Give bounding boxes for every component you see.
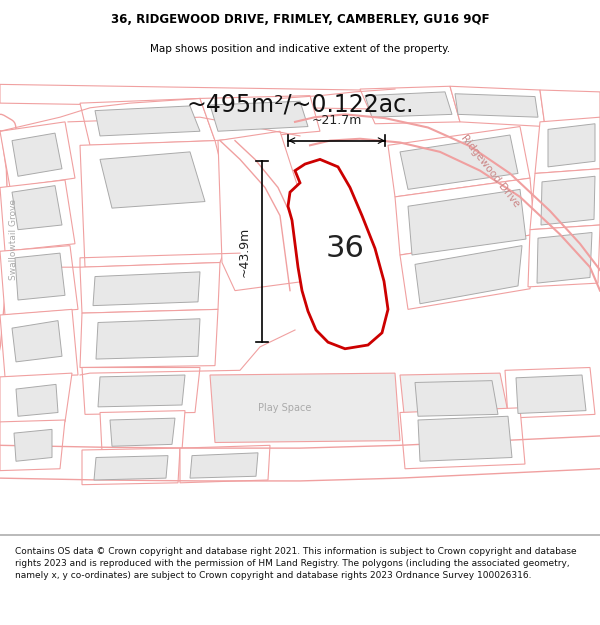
Polygon shape [400, 408, 525, 469]
Polygon shape [450, 86, 545, 126]
Text: 36, RIDGEWOOD DRIVE, FRIMLEY, CAMBERLEY, GU16 9QF: 36, RIDGEWOOD DRIVE, FRIMLEY, CAMBERLEY,… [111, 13, 489, 26]
Polygon shape [0, 180, 75, 251]
Polygon shape [288, 159, 388, 349]
Polygon shape [14, 429, 52, 461]
Polygon shape [400, 135, 518, 189]
Polygon shape [80, 141, 235, 268]
Polygon shape [400, 234, 535, 309]
Polygon shape [82, 368, 200, 414]
Polygon shape [93, 272, 200, 306]
Polygon shape [180, 445, 270, 483]
Polygon shape [408, 189, 526, 255]
Polygon shape [82, 448, 180, 485]
Polygon shape [0, 309, 78, 377]
Polygon shape [537, 232, 592, 283]
Polygon shape [80, 98, 215, 145]
Polygon shape [15, 253, 65, 300]
Polygon shape [200, 96, 320, 141]
Polygon shape [365, 92, 452, 118]
Text: Play Space: Play Space [259, 402, 311, 412]
Polygon shape [110, 418, 175, 446]
Polygon shape [540, 90, 600, 126]
Text: Contains OS data © Crown copyright and database right 2021. This information is : Contains OS data © Crown copyright and d… [15, 547, 577, 579]
Polygon shape [415, 381, 498, 416]
Polygon shape [0, 122, 75, 188]
Polygon shape [0, 420, 65, 471]
Polygon shape [218, 131, 310, 291]
Polygon shape [16, 384, 58, 416]
Polygon shape [100, 411, 185, 452]
Text: ~495m²/~0.122ac.: ~495m²/~0.122ac. [186, 93, 414, 117]
Polygon shape [100, 152, 205, 208]
Polygon shape [98, 375, 185, 407]
Polygon shape [360, 86, 460, 124]
Polygon shape [388, 126, 530, 197]
Text: Swallowtail Grove: Swallowtail Grove [10, 199, 19, 279]
Text: ~43.9m: ~43.9m [238, 227, 251, 277]
Text: Map shows position and indicative extent of the property.: Map shows position and indicative extent… [150, 44, 450, 54]
Polygon shape [0, 246, 78, 315]
Polygon shape [541, 176, 595, 225]
Text: ~21.7m: ~21.7m [311, 114, 362, 126]
Polygon shape [0, 84, 600, 112]
Polygon shape [516, 375, 586, 414]
Polygon shape [12, 133, 62, 176]
Polygon shape [190, 452, 258, 478]
Text: Ridgewood Drive: Ridgewood Drive [459, 132, 521, 209]
Polygon shape [505, 368, 595, 418]
Polygon shape [548, 124, 595, 167]
Polygon shape [530, 169, 600, 229]
Polygon shape [12, 321, 62, 362]
Polygon shape [210, 101, 308, 131]
Text: 36: 36 [326, 234, 364, 263]
Polygon shape [95, 106, 200, 136]
Polygon shape [210, 373, 400, 442]
Polygon shape [96, 319, 200, 359]
Polygon shape [94, 456, 168, 480]
Polygon shape [535, 118, 600, 173]
Polygon shape [80, 262, 220, 313]
Polygon shape [12, 186, 62, 229]
Polygon shape [418, 416, 512, 461]
Polygon shape [455, 94, 538, 118]
Polygon shape [0, 373, 72, 424]
Polygon shape [395, 178, 535, 255]
Polygon shape [400, 373, 510, 424]
Polygon shape [80, 309, 218, 368]
Polygon shape [528, 225, 600, 287]
Polygon shape [415, 246, 522, 304]
